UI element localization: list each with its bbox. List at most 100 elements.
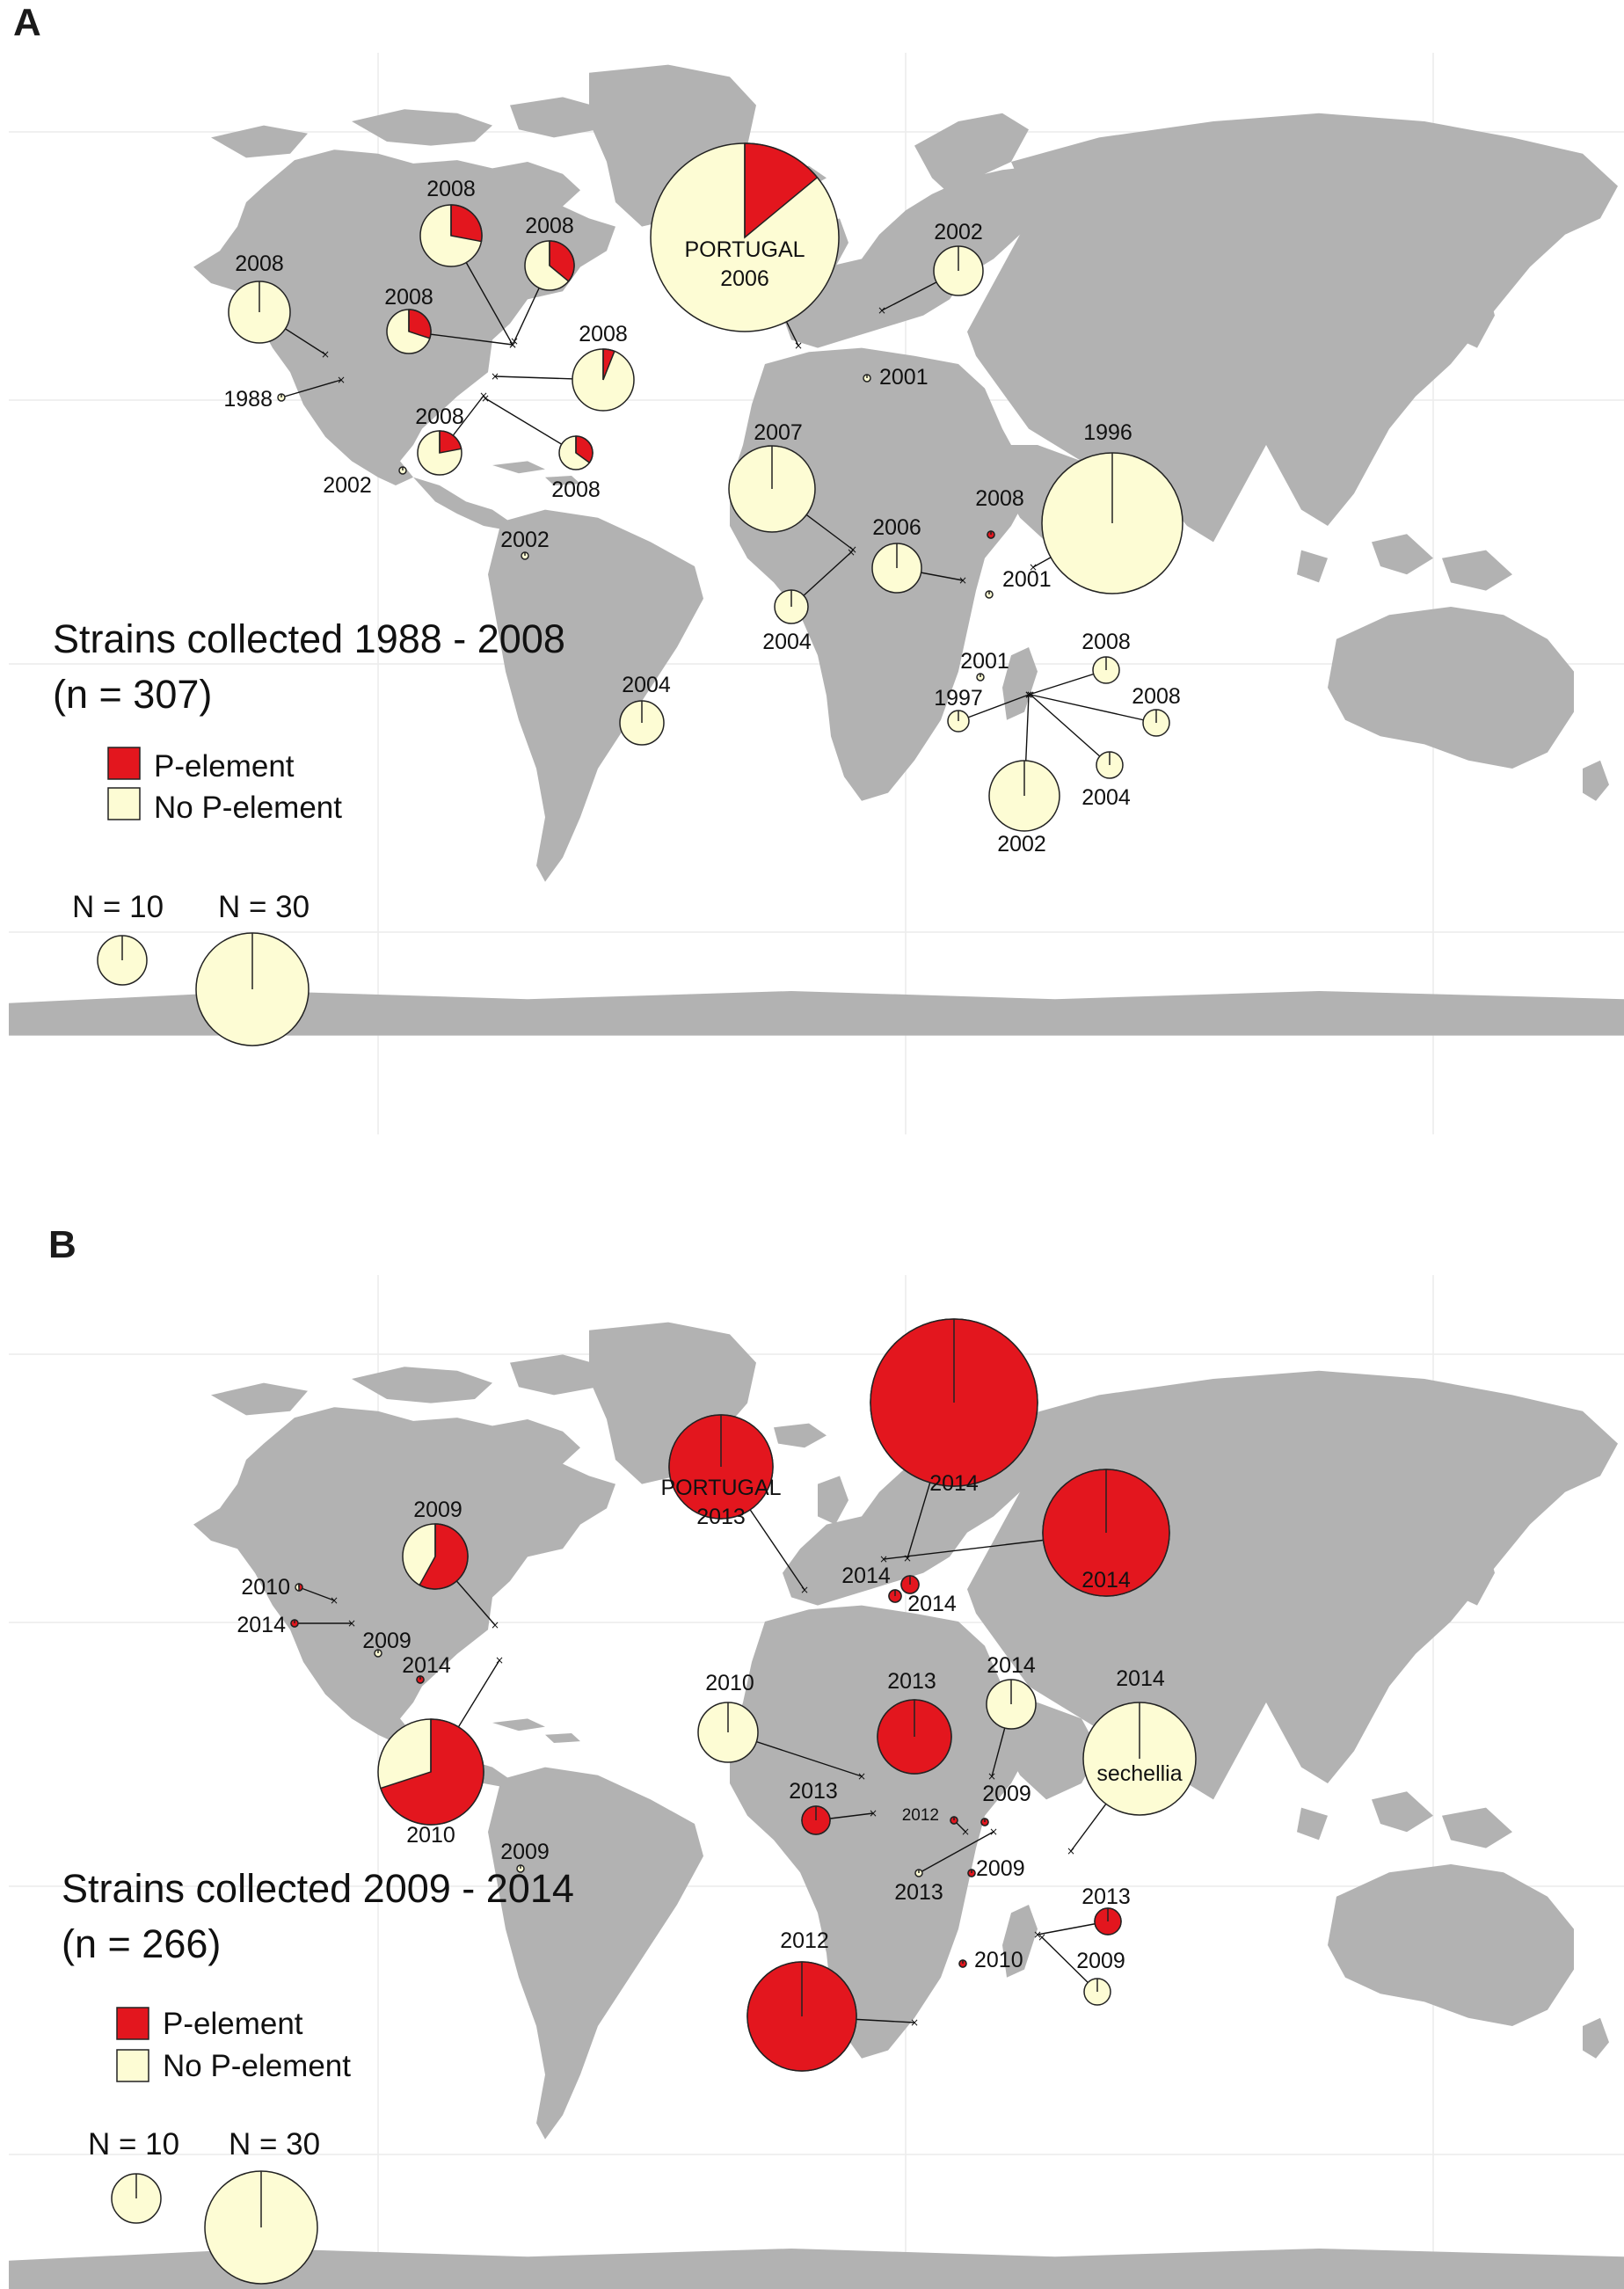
- site-marker: ×: [1067, 1845, 1075, 1857]
- a-pie-11: [650, 142, 840, 332]
- b-pie-label-24: 2009: [1076, 1949, 1125, 1973]
- a-pie-8: [398, 466, 407, 475]
- site-marker: ×: [321, 348, 330, 361]
- b-pie-9: [900, 1575, 920, 1594]
- b-pie-14: [801, 1805, 831, 1835]
- b-pie-label-7: PORTUGAL: [660, 1476, 781, 1500]
- b-pie-7: [668, 1414, 774, 1520]
- site-marker: ×: [347, 1617, 356, 1629]
- panel-a-legend-p-swatch: [107, 747, 141, 780]
- a-pie-18: [985, 590, 994, 599]
- a-pie-label-22: 2008: [1081, 630, 1131, 654]
- a-pie-label-15: 2004: [762, 630, 812, 654]
- panel-a-size-key: [97, 932, 310, 1046]
- b-pie-label2-7: 2013: [696, 1505, 746, 1529]
- site-marker: ×: [491, 370, 499, 383]
- a-pie-22: [1092, 656, 1120, 684]
- a-pie-16: [871, 543, 922, 594]
- panel-b-title: Strains collected 2009 - 2014: [62, 1866, 574, 1911]
- a-pie-3: [386, 309, 432, 354]
- a-pie-label-3: 2008: [384, 285, 433, 310]
- b-pie-3: [416, 1675, 425, 1684]
- a-pie-label2-11: 2006: [720, 266, 769, 291]
- site-marker: ×: [961, 1826, 970, 1838]
- b-pie-label-17: 2012: [780, 1928, 829, 1953]
- b-pie-label-9: 2014: [841, 1564, 891, 1588]
- panel-a-size-key-30-label: N = 30: [218, 890, 310, 924]
- a-pie-6: [417, 430, 462, 476]
- panel-b-letter: B: [48, 1223, 76, 1266]
- panel-a-legend-no-label: No P-element: [154, 791, 342, 825]
- a-pie-25: [988, 760, 1060, 832]
- b-pie-label-0: 2010: [241, 1575, 290, 1600]
- b-pie-4: [402, 1523, 469, 1590]
- panel-b-size-key-10-circle: [111, 2173, 162, 2224]
- b-pie-label-8: 2014: [929, 1471, 979, 1496]
- a-pie-label-11: PORTUGAL: [684, 237, 805, 262]
- panel-a-legend-p-label: P-element: [154, 749, 295, 784]
- b-pie-5: [377, 1718, 484, 1826]
- site-marker: ×: [1029, 561, 1038, 573]
- site-marker: ×: [857, 1770, 866, 1782]
- b-pie-label-12: 2010: [705, 1671, 754, 1695]
- site-marker: ×: [330, 1594, 339, 1607]
- b-pie-17: [746, 1961, 857, 2072]
- a-pie-label-13: 2001: [879, 365, 929, 390]
- site-marker: ×: [495, 1654, 504, 1666]
- site-marker: ×: [910, 2016, 919, 2029]
- a-pie-23: [1142, 709, 1170, 737]
- site-marker: ×: [989, 1826, 998, 1838]
- a-pie-20: [976, 673, 985, 682]
- site-marker: ×: [481, 392, 490, 405]
- site-marker: ×: [903, 1552, 912, 1564]
- b-pie-label-10: 2014: [907, 1592, 957, 1616]
- b-pie-23: [1094, 1907, 1122, 1935]
- a-pie-5: [572, 348, 635, 412]
- site-marker: ×: [508, 339, 517, 351]
- b-pie-label-5: 2010: [406, 1823, 455, 1848]
- a-pie-7: [558, 435, 594, 470]
- b-pie-label-11: 2014: [1081, 1568, 1131, 1593]
- site-marker: ×: [958, 574, 967, 587]
- b-pie-11: [1042, 1469, 1170, 1597]
- site-marker: ×: [479, 390, 488, 402]
- b-pie-18: [980, 1818, 989, 1826]
- a-pie-1: [277, 393, 286, 402]
- b-pie-10: [888, 1589, 902, 1603]
- panel-b-legend-no-label: No P-element: [163, 2049, 351, 2083]
- a-pie-10: [619, 700, 665, 746]
- panel-a: × 2008 × 1988 × 2008 × 2008 × 2008 × 2008 × 2008 × 2008…: [223, 142, 1183, 857]
- site-marker: ×: [1026, 689, 1035, 701]
- panel-b-size-key-30-circle: [204, 2170, 318, 2285]
- site-marker: ×: [800, 1584, 809, 1596]
- b-pie-0: [295, 1583, 303, 1592]
- a-pie-label-21: 1997: [934, 686, 983, 711]
- panel-b-size-key: [111, 2170, 318, 2285]
- b-pie-label-1: 2014: [237, 1613, 286, 1637]
- a-pie-label-16: 2006: [872, 515, 921, 540]
- panel-b-legend-no-swatch: [116, 2049, 149, 2082]
- b-pie-label-19: 2013: [894, 1880, 943, 1905]
- b-pie-label-22: 2012: [902, 1806, 939, 1825]
- site-marker: ×: [1038, 1931, 1046, 1943]
- panel-b-legend-p-label: P-element: [163, 2007, 303, 2041]
- b-pie-2: [374, 1649, 382, 1658]
- b-pie-21: [958, 1959, 967, 1968]
- b-pie-label-23: 2013: [1081, 1884, 1131, 1909]
- a-pie-2: [419, 204, 483, 267]
- b-pie-label-6: 2009: [500, 1840, 550, 1864]
- panel-a-size-key-30-circle: [195, 932, 310, 1046]
- site-marker: ×: [878, 304, 886, 317]
- site-marker: ×: [1033, 1928, 1042, 1941]
- b-pie-13: [877, 1699, 952, 1775]
- panel-b-n-total: (n = 266): [62, 1921, 221, 1966]
- b-pie-label-14: 2013: [789, 1779, 838, 1804]
- b-pie-label-16: 2014: [1116, 1666, 1165, 1691]
- a-pie-13: [863, 374, 871, 383]
- b-pie-22: [950, 1816, 958, 1825]
- panel-b: ×2010×201420092014×2009×20102009×PORTUGA…: [237, 1318, 1197, 2072]
- a-pie-label-23: 2008: [1132, 684, 1181, 709]
- panel-a-title: Strains collected 1988 - 2008: [53, 616, 565, 661]
- b-pie-12: [697, 1702, 759, 1763]
